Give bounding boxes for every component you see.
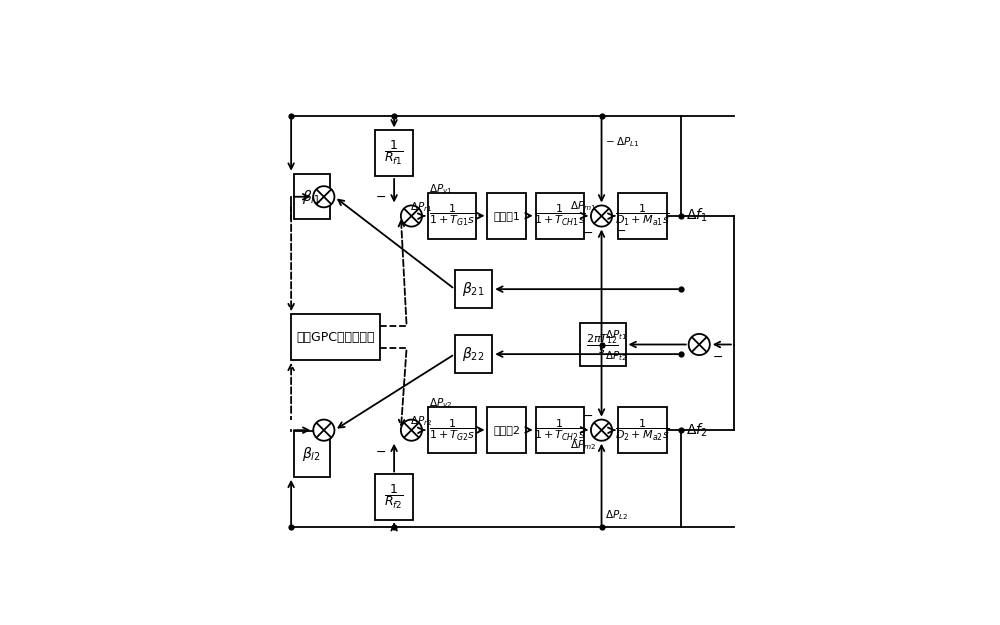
Text: $\Delta P_{v1}$: $\Delta P_{v1}$ <box>429 182 453 196</box>
Circle shape <box>689 334 710 355</box>
Text: $\beta_{21}$: $\beta_{21}$ <box>462 280 485 298</box>
Bar <box>428 407 476 452</box>
Text: $\Delta P_{r2}$: $\Delta P_{r2}$ <box>410 414 433 428</box>
Bar <box>455 335 492 373</box>
Bar <box>455 270 492 308</box>
Text: $-$: $-$ <box>582 226 593 239</box>
Text: $\dfrac{1}{1+T_{CH2}s}$: $\dfrac{1}{1+T_{CH2}s}$ <box>534 418 586 442</box>
Text: $\Delta f_1$: $\Delta f_1$ <box>686 207 707 224</box>
Bar <box>487 407 526 452</box>
Text: $\dfrac{1}{1+T_{CH1}s}$: $\dfrac{1}{1+T_{CH1}s}$ <box>534 203 586 228</box>
Circle shape <box>313 186 334 208</box>
Text: $\Delta P_{t2}$: $\Delta P_{t2}$ <box>605 349 627 363</box>
Text: $\dfrac{1}{D_1+M_{a1}s}$: $\dfrac{1}{D_1+M_{a1}s}$ <box>615 203 670 228</box>
Text: $\beta_{l2}$: $\beta_{l2}$ <box>302 445 321 463</box>
Text: $\dfrac{1}{R_{f1}}$: $\dfrac{1}{R_{f1}}$ <box>384 139 404 168</box>
Text: $\Delta P_{v2}$: $\Delta P_{v2}$ <box>429 396 453 410</box>
Text: $\dfrac{2\pi T_{12}}{s}$: $\dfrac{2\pi T_{12}}{s}$ <box>586 333 619 356</box>
Text: $-\;\Delta P_{L1}$: $-\;\Delta P_{L1}$ <box>605 135 640 149</box>
Circle shape <box>401 206 422 227</box>
Bar <box>291 314 380 360</box>
Text: $\Delta f_2$: $\Delta f_2$ <box>686 421 707 439</box>
Circle shape <box>591 419 612 441</box>
Text: $-$: $-$ <box>712 350 723 363</box>
Text: $-$: $-$ <box>615 224 626 237</box>
Text: $\Delta P_{r1}$: $\Delta P_{r1}$ <box>410 201 433 214</box>
Text: $\dfrac{1}{D_2+M_{a2}s}$: $\dfrac{1}{D_2+M_{a2}s}$ <box>615 418 670 442</box>
Bar <box>536 407 584 452</box>
Bar <box>580 323 626 366</box>
Text: $\Delta P_{m1}$: $\Delta P_{m1}$ <box>570 199 597 213</box>
Circle shape <box>591 206 612 227</box>
Bar <box>375 131 413 176</box>
Bar <box>536 193 584 239</box>
Bar <box>375 474 413 520</box>
Bar <box>618 407 666 452</box>
Text: $\beta_{l1}$: $\beta_{l1}$ <box>302 188 321 206</box>
Text: 约束GPC优化控制器: 约束GPC优化控制器 <box>296 331 375 344</box>
Text: 限幅器2: 限幅器2 <box>493 425 520 435</box>
Text: $-$: $-$ <box>582 409 593 422</box>
Text: $\Delta P_{m2}$: $\Delta P_{m2}$ <box>570 438 597 451</box>
Text: $\dfrac{1}{1+T_{G1}s}$: $\dfrac{1}{1+T_{G1}s}$ <box>429 203 476 228</box>
Bar <box>294 431 330 477</box>
Circle shape <box>401 419 422 441</box>
Text: $-$: $-$ <box>375 190 386 203</box>
Text: $-$: $-$ <box>375 444 386 458</box>
Text: $\Delta P_{L2}$: $\Delta P_{L2}$ <box>605 509 629 522</box>
Bar <box>618 193 666 239</box>
Bar <box>487 193 526 239</box>
Text: $\dfrac{1}{1+T_{G2}s}$: $\dfrac{1}{1+T_{G2}s}$ <box>429 418 476 442</box>
Bar <box>428 193 476 239</box>
Circle shape <box>313 419 334 441</box>
Text: $\Delta P_{t1}$: $\Delta P_{t1}$ <box>605 328 628 342</box>
Text: 限幅器1: 限幅器1 <box>493 211 520 221</box>
Text: $\dfrac{1}{R_{f2}}$: $\dfrac{1}{R_{f2}}$ <box>384 483 404 511</box>
Bar <box>294 174 330 219</box>
Text: $\beta_{22}$: $\beta_{22}$ <box>462 345 485 363</box>
